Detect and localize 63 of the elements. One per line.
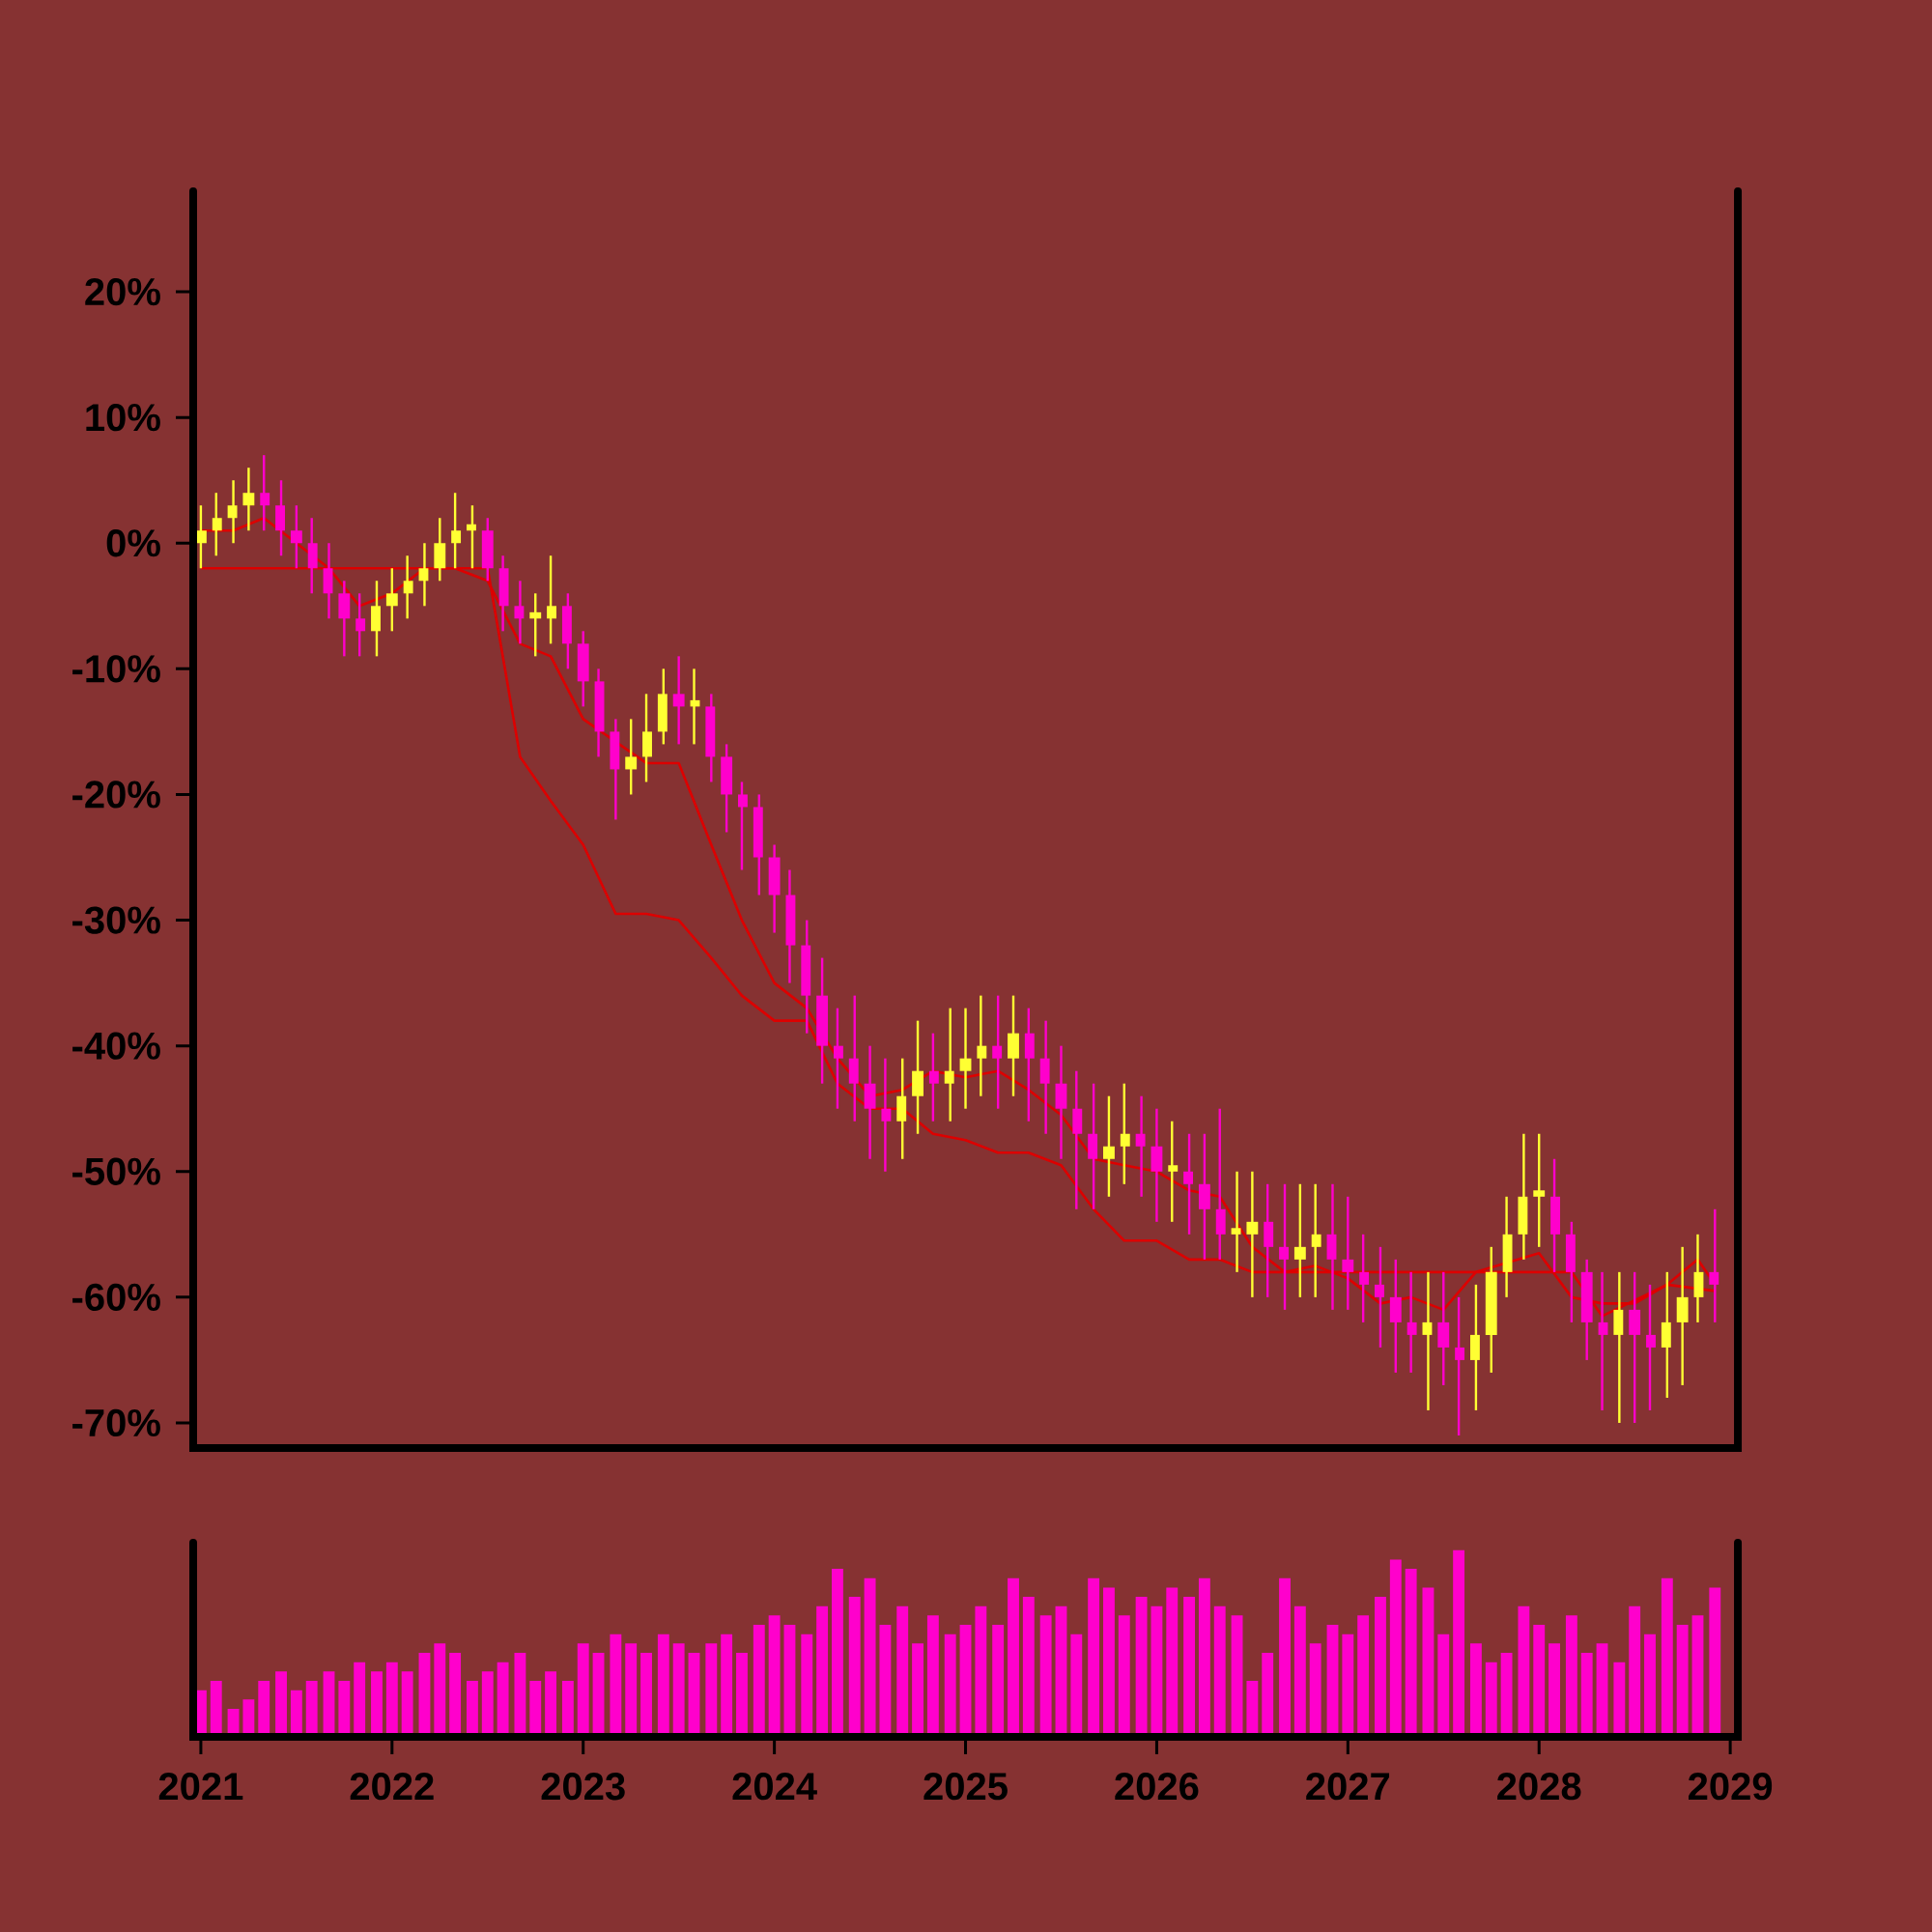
candlestick [466,504,476,570]
candlestick [992,994,1003,1110]
x-tick-label: 2027 [1306,1773,1390,1801]
y-tick-label: 20% [85,277,160,306]
candlestick [514,580,525,645]
candlestick [625,718,638,796]
candlestick [212,492,222,557]
candlestick [1279,1182,1289,1312]
candlestick [959,1007,972,1110]
candlestick [451,492,462,570]
candlestick [1709,1208,1719,1324]
y-tick-label: 10% [86,404,160,432]
candlestick [1246,1170,1259,1299]
candlestick [1293,1182,1306,1299]
candlestick [529,592,542,658]
y-tick-label: -20% [72,781,160,809]
candlestick [1120,1082,1130,1185]
candlestick [547,554,557,645]
candlestick [738,781,748,871]
x-tick-label: 2022 [350,1773,434,1801]
y-tick-label: -10% [72,655,160,683]
candlestick [1533,1132,1546,1249]
candlestick [1359,1233,1370,1324]
candlestick [385,567,398,633]
x-tick-label: 2029 [1689,1773,1773,1801]
y-tick-label: -70% [72,1408,160,1437]
candlestick [418,542,429,608]
candlestick [403,554,413,620]
x-tick-label: 2025 [923,1773,1008,1801]
x-tick-label: 2026 [1115,1773,1199,1801]
candlestick [944,1007,954,1122]
candlestick [1168,1120,1179,1224]
y-tick-label: -40% [72,1032,160,1060]
candlestick [242,466,255,532]
candlestick [1406,1270,1417,1375]
candlestick [290,504,302,570]
candlestick [1646,1283,1656,1412]
candlestick [1422,1270,1433,1412]
y-tick-label: 0% [106,529,160,557]
y-tick-label: -50% [72,1157,160,1185]
y-tick-label: -60% [72,1283,160,1312]
candlestick [833,1007,843,1110]
candlestick [1103,1094,1115,1198]
candlestick [227,479,238,545]
candlestick [1598,1270,1608,1412]
candlestick [881,1057,892,1173]
candlestick [1455,1295,1465,1437]
candlestick [1342,1195,1354,1312]
x-tick-label: 2024 [732,1773,817,1801]
candlestick [1311,1182,1321,1299]
candlestick [928,1032,939,1122]
candlestick [1375,1245,1384,1350]
x-tick-label: 2028 [1497,1773,1581,1801]
x-tick-label: 2021 [158,1773,243,1801]
x-tick-label: 2023 [541,1773,625,1801]
candlestick [355,592,366,658]
candlestick [260,453,270,532]
candlestick [1183,1132,1194,1236]
candlestick [1231,1170,1241,1274]
candlestick [672,655,685,746]
candlestick [977,994,987,1097]
y-tick-label: -30% [72,906,160,934]
candlestick [1135,1094,1146,1198]
